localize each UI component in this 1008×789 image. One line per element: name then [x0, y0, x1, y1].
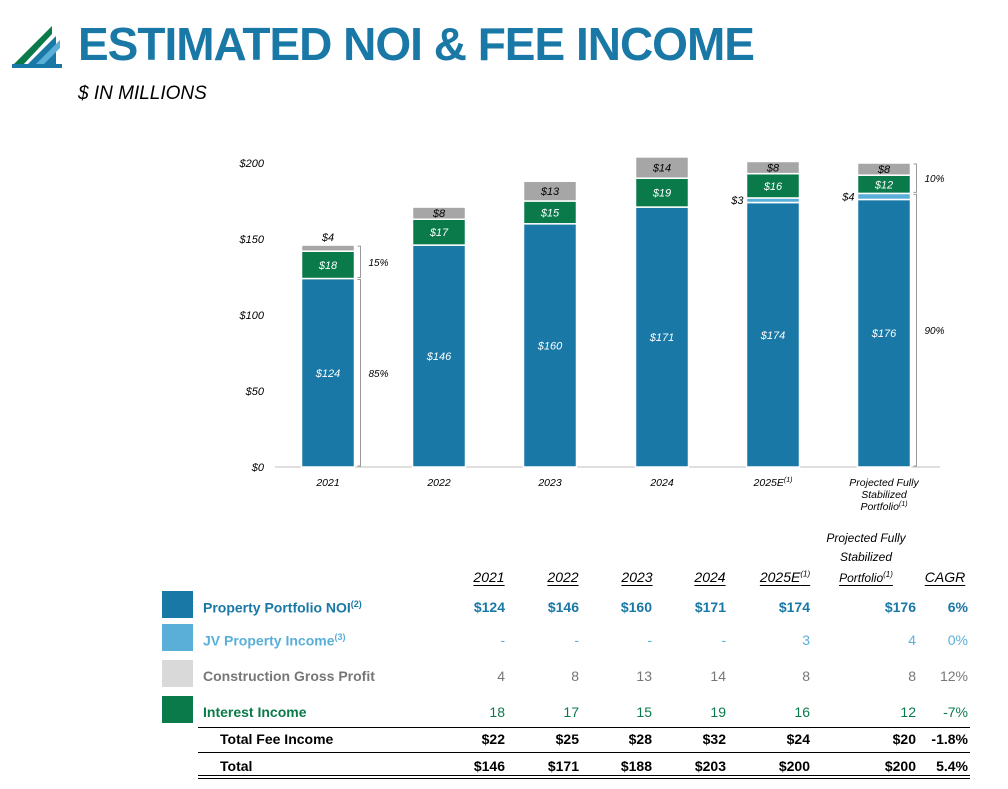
bar-label-construction: $4: [321, 232, 334, 244]
annotation-bracket: [913, 193, 917, 467]
bar-label-noi: $160: [537, 340, 563, 352]
bar-segment-jv: [856, 192, 912, 201]
bar-segment-noi: [634, 206, 690, 468]
bar-segment-construction: [745, 160, 801, 175]
x-tick-label: Stabilized: [861, 489, 908, 501]
bar-label-noi: $174: [760, 330, 785, 342]
bar-segment-interest: [745, 172, 801, 199]
bar-label-interest: $12: [874, 179, 893, 191]
bar-label-construction: $14: [652, 163, 671, 175]
page-title: ESTIMATED NOI & FEE INCOME: [78, 18, 755, 70]
annotation-label: 90%: [925, 326, 945, 337]
bar-label-interest: $18: [318, 260, 338, 272]
bar-label-jv: $4: [841, 191, 854, 203]
bar-label-construction: $13: [540, 186, 560, 198]
bar-label-noi: $176: [871, 328, 897, 340]
y-tick-label: $100: [239, 310, 265, 322]
annotation-label: 10%: [925, 174, 945, 185]
x-tick-label: 2024: [649, 477, 674, 489]
bar-segment-construction: [411, 206, 467, 220]
bar-label-construction: $8: [877, 164, 891, 176]
bar-label-jv: $3: [730, 195, 744, 207]
bar-label-construction: $8: [766, 163, 780, 175]
bar-segment-interest: [634, 177, 690, 208]
annotation-label: 85%: [369, 369, 389, 380]
x-tick-label: Projected Fully: [849, 477, 919, 489]
x-tick-label: 2021: [315, 477, 339, 489]
bar-segment-noi: [745, 201, 801, 468]
bar-segment-construction: [522, 180, 578, 202]
bar-segment-noi: [300, 277, 356, 468]
bar-label-interest: $15: [540, 207, 560, 219]
bar-segment-noi: [856, 198, 912, 468]
bar-segment-construction: [634, 156, 690, 179]
bar-label-noi: $146: [426, 351, 452, 363]
y-tick-label: $200: [239, 158, 265, 170]
x-tick-label: 2025E(1): [753, 477, 793, 489]
x-tick-label: 2022: [426, 477, 451, 489]
bar-label-noi: $124: [315, 368, 340, 380]
page-subtitle: $ IN MILLIONS: [78, 83, 207, 104]
annotation-bracket: [357, 279, 361, 467]
bar-label-interest: $19: [652, 188, 671, 200]
bar-label-interest: $16: [763, 181, 783, 193]
y-tick-label: $50: [245, 386, 265, 398]
bar-segment-construction: [856, 162, 912, 176]
annotation-bracket: [357, 245, 361, 279]
y-tick-label: $0: [251, 462, 265, 474]
bar-segment-construction: [300, 244, 356, 252]
x-tick-label: Portfolio(1): [860, 501, 907, 513]
y-tick-label: $150: [239, 234, 265, 246]
company-logo-icon: [12, 26, 62, 68]
bar-label-interest: $17: [429, 227, 449, 239]
annotation-bracket: [913, 163, 917, 193]
bar-label-noi: $171: [649, 332, 674, 344]
annotation-label: 15%: [369, 258, 389, 269]
x-tick-label: 2023: [537, 477, 562, 489]
bar-label-construction: $8: [432, 208, 446, 220]
